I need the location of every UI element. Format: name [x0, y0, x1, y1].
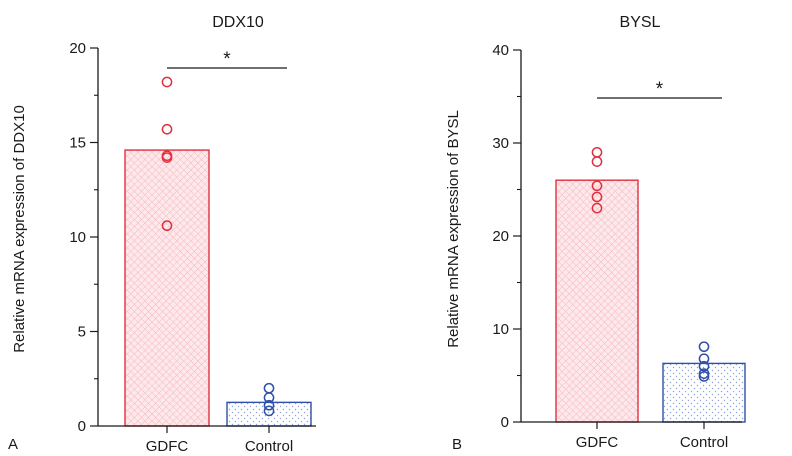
- data-point: [698, 368, 710, 379]
- significance-bracket: *: [167, 49, 287, 70]
- y-tick-label: 30: [492, 135, 509, 152]
- panel-label: A: [8, 436, 18, 453]
- y-tick-label: 15: [69, 135, 86, 152]
- data-points: [161, 76, 275, 417]
- y-tick-label: 40: [492, 42, 509, 59]
- significance-marker: *: [656, 79, 664, 100]
- y-axis-label: Relative mRNA expression of DDX10: [11, 105, 28, 353]
- data-point: [263, 399, 275, 411]
- data-point: [591, 156, 603, 167]
- x-tick-label: Control: [680, 434, 728, 451]
- data-point: [698, 371, 710, 382]
- significance-bracket: *: [597, 79, 722, 100]
- y-tick-label: 0: [78, 418, 86, 435]
- y-tick-label: 5: [78, 324, 86, 341]
- data-point: [698, 353, 710, 365]
- axes: 0 10 20 30 40: [492, 42, 742, 431]
- data-point: [263, 382, 275, 394]
- data-point: [161, 123, 173, 135]
- data-point: [591, 202, 603, 214]
- y-tick-label: 10: [492, 321, 509, 338]
- x-tick-label: GDFC: [146, 438, 189, 455]
- data-point: [263, 392, 275, 403]
- y-tick-label: 20: [69, 40, 86, 57]
- data-point: [161, 152, 173, 163]
- axes: 0 5 10 15 20: [69, 40, 316, 435]
- y-tick-label: 10: [69, 229, 86, 246]
- data-point: [161, 220, 173, 232]
- data-point: [698, 360, 710, 372]
- data-point: [591, 146, 603, 158]
- panel-label: B: [452, 436, 462, 453]
- chart-title: BYSL: [620, 14, 661, 31]
- y-tick-label: 20: [492, 228, 509, 245]
- chart-panel-a: DDX10 Relative mRNA expression of DDX10 …: [8, 14, 316, 455]
- data-points: [591, 146, 710, 382]
- chart-title: DDX10: [212, 14, 264, 31]
- bar-gdfc: [124, 149, 210, 427]
- data-point: [591, 191, 603, 203]
- y-axis-label: Relative mRNA expression of BYSL: [445, 110, 462, 348]
- data-point: [161, 76, 173, 88]
- data-point: [263, 405, 275, 417]
- x-tick-label: GDFC: [576, 434, 619, 451]
- bar-gdfc: [555, 179, 639, 423]
- bar-group: [555, 179, 746, 423]
- chart-panel-b: BYSL Relative mRNA expression of BYSL B …: [445, 14, 746, 453]
- y-tick-label: 0: [501, 414, 509, 431]
- data-point: [591, 180, 603, 192]
- bar-group: [124, 149, 312, 427]
- x-tick-label: Control: [245, 438, 293, 455]
- data-point: [698, 341, 710, 353]
- significance-marker: *: [223, 49, 231, 70]
